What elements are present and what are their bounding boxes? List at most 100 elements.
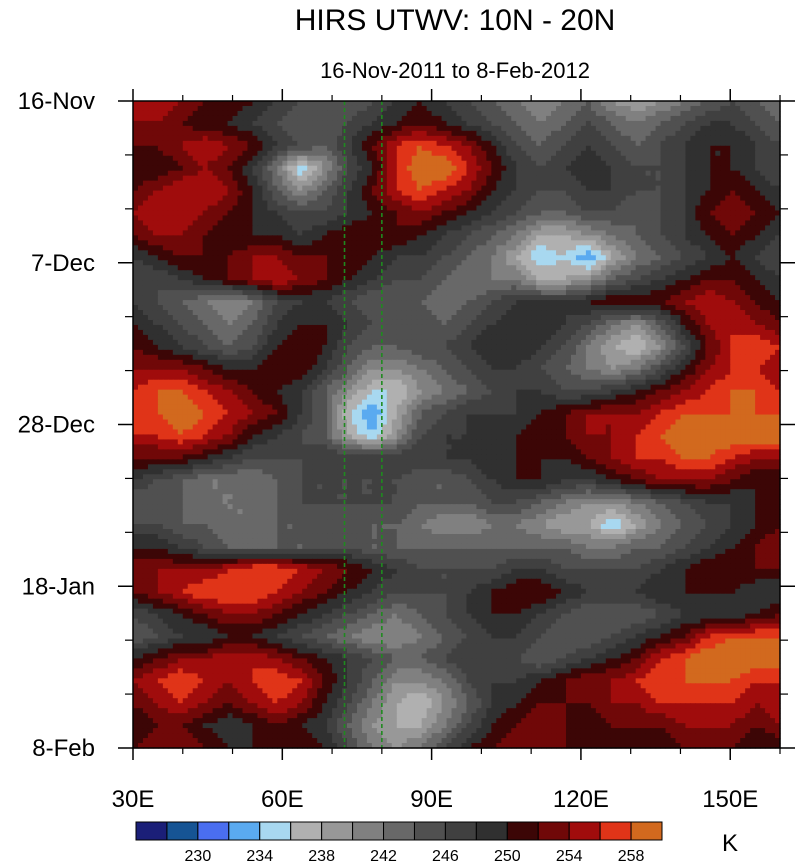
contour-cell [556, 155, 562, 162]
contour-cell [267, 215, 273, 222]
contour-cell [237, 175, 244, 182]
contour-cell [755, 255, 761, 261]
contour-cell [685, 101, 692, 107]
contour-cell [297, 145, 303, 152]
contour-cell [282, 165, 288, 172]
contour-cell [725, 225, 731, 231]
contour-cell [640, 120, 647, 127]
contour-cell [317, 101, 323, 107]
contour-cell [187, 210, 194, 217]
contour-cell [441, 125, 448, 132]
contour-cell [565, 101, 572, 107]
contour-cell [436, 140, 443, 147]
contour-cell [312, 160, 318, 167]
contour-cell [725, 275, 731, 281]
contour-cell [750, 101, 756, 107]
contour-cell [232, 150, 239, 157]
contour-cell [212, 135, 219, 142]
contour-cell [147, 280, 154, 286]
contour-cell [615, 160, 622, 167]
contour-cell [162, 105, 169, 112]
contour-cell [541, 165, 547, 172]
contour-cell [645, 130, 652, 137]
contour-cell [580, 130, 587, 137]
contour-cell [232, 285, 239, 291]
contour-cell [312, 270, 318, 276]
contour-cell [461, 165, 468, 172]
contour-cell [730, 210, 736, 217]
contour-cell [551, 275, 557, 281]
contour-cell [466, 210, 473, 217]
contour-cell [232, 265, 239, 271]
contour-cell [750, 175, 756, 182]
contour-cell [172, 220, 179, 227]
contour-cell [162, 275, 169, 281]
contour-cell [396, 230, 403, 236]
contour-cell [202, 180, 209, 187]
contour-cell [680, 170, 687, 177]
contour-cell [217, 210, 224, 217]
contour-cell [740, 275, 746, 281]
contour-cell [600, 150, 607, 157]
contour-cell [162, 190, 169, 197]
contour-cell [232, 275, 239, 281]
contour-cell [670, 285, 677, 291]
contour-cell [262, 200, 268, 207]
contour-cell [257, 180, 263, 187]
contour-cell [675, 275, 682, 281]
contour-cell [411, 225, 418, 231]
contour-cell [133, 250, 139, 256]
contour-cell [162, 140, 169, 147]
contour-cell [546, 275, 552, 281]
contour-cell [461, 265, 468, 271]
contour-cell [436, 170, 443, 177]
contour-cell [416, 170, 423, 177]
contour-cell [585, 200, 592, 207]
contour-cell [700, 110, 706, 117]
contour-cell [237, 135, 244, 142]
contour-cell [237, 235, 244, 241]
contour-cell [585, 160, 592, 167]
contour-cell [700, 200, 706, 207]
contour-cell [292, 230, 298, 236]
contour-cell [177, 230, 184, 236]
contour-cell [232, 135, 239, 142]
contour-cell [461, 145, 468, 152]
contour-cell [755, 220, 761, 227]
contour-cell [142, 215, 149, 222]
contour-cell [541, 225, 547, 231]
contour-cell [770, 150, 776, 157]
contour-cell [242, 195, 249, 202]
contour-cell [192, 190, 199, 197]
contour-cell [511, 105, 517, 112]
contour-cell [257, 235, 263, 241]
contour-cell [192, 235, 199, 241]
contour-cell [411, 245, 418, 251]
contour-cell [760, 280, 766, 286]
contour-cell [436, 230, 443, 236]
contour-cell [655, 215, 662, 222]
contour-cell [660, 140, 667, 147]
contour-cell [521, 220, 527, 227]
contour-cell [237, 180, 244, 187]
contour-cell [511, 145, 517, 152]
contour-cell [192, 230, 199, 236]
contour-cell [157, 235, 164, 241]
contour-cell [551, 225, 557, 231]
contour-cell [376, 105, 383, 112]
contour-cell [317, 130, 323, 137]
contour-cell [715, 165, 721, 172]
contour-cell [700, 105, 706, 112]
contour-cell [630, 245, 637, 251]
contour-cell [665, 280, 672, 286]
contour-cell [312, 101, 318, 107]
contour-cell [496, 160, 502, 167]
contour-cell [376, 175, 383, 182]
contour-cell [137, 110, 144, 117]
contour-cell [292, 195, 298, 202]
contour-cell [232, 230, 239, 236]
contour-cell [486, 200, 492, 207]
contour-cell [765, 125, 771, 132]
contour-cell [750, 220, 756, 227]
contour-cell [710, 150, 716, 157]
